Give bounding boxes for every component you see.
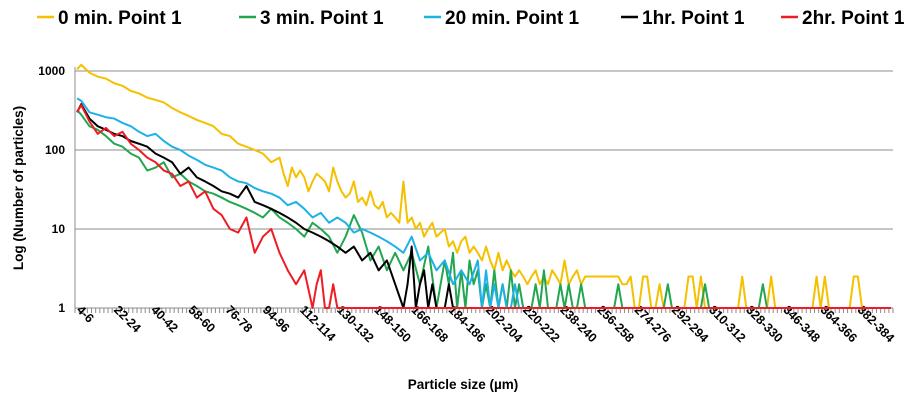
series-line-1 [76,109,891,309]
x-tick-label: 4-6 [74,303,97,326]
legend-label: 20 min. Point 1 [445,8,580,29]
legend: 0 min. Point 1 3 min. Point 1 20 min. Poin… [37,8,905,29]
y-axis-title: Log (Number of particles) [11,106,26,270]
x-tick-label: 148-150 [371,303,413,345]
x-tick-label: 202-204 [483,303,525,345]
x-tick-label: 346-348 [780,303,822,345]
series-lines [76,63,891,309]
x-tick-label: 238-240 [557,303,599,345]
legend-label: 2hr. Point 1 [802,8,905,29]
x-tick-label: 328-330 [743,303,785,345]
series-line-0 [76,63,891,309]
y-tick-label: 100 [45,143,65,157]
y-axis-ticks: 1 10 100 1000 [38,64,65,315]
x-tick-label: 130-132 [334,303,376,345]
series-line-3 [76,103,891,309]
y-tick-label: 10 [52,222,66,236]
x-tick-label: 364-366 [818,303,860,345]
legend-label: 3 min. Point 1 [260,8,384,29]
x-tick-label: 274-276 [632,303,674,345]
y-tick-label: 1000 [38,64,65,78]
x-tick-label: 292-294 [669,303,711,345]
x-axis-ticks: 4-6 22-24 40-42 58-60 76-78 94-96 112-114130-1… [74,303,897,345]
x-tick-label: 112-114 [297,303,338,344]
series-line-2 [76,97,891,309]
x-tick-label: 310-312 [706,303,748,345]
legend-label: 1hr. Point 1 [642,8,745,29]
x-axis-title: Particle size (µm) [408,377,519,392]
x-tick-label: 184-186 [446,303,488,345]
x-tick-label: 220-222 [520,303,562,345]
series-line-4 [76,104,891,309]
legend-label: 0 min. Point 1 [58,8,182,29]
x-tick-label: 166-168 [409,303,451,345]
x-tick-label: 382-384 [855,303,897,345]
gridlines [75,70,893,230]
x-tick-label: 256-258 [594,303,636,345]
y-tick-label: 1 [58,301,65,315]
